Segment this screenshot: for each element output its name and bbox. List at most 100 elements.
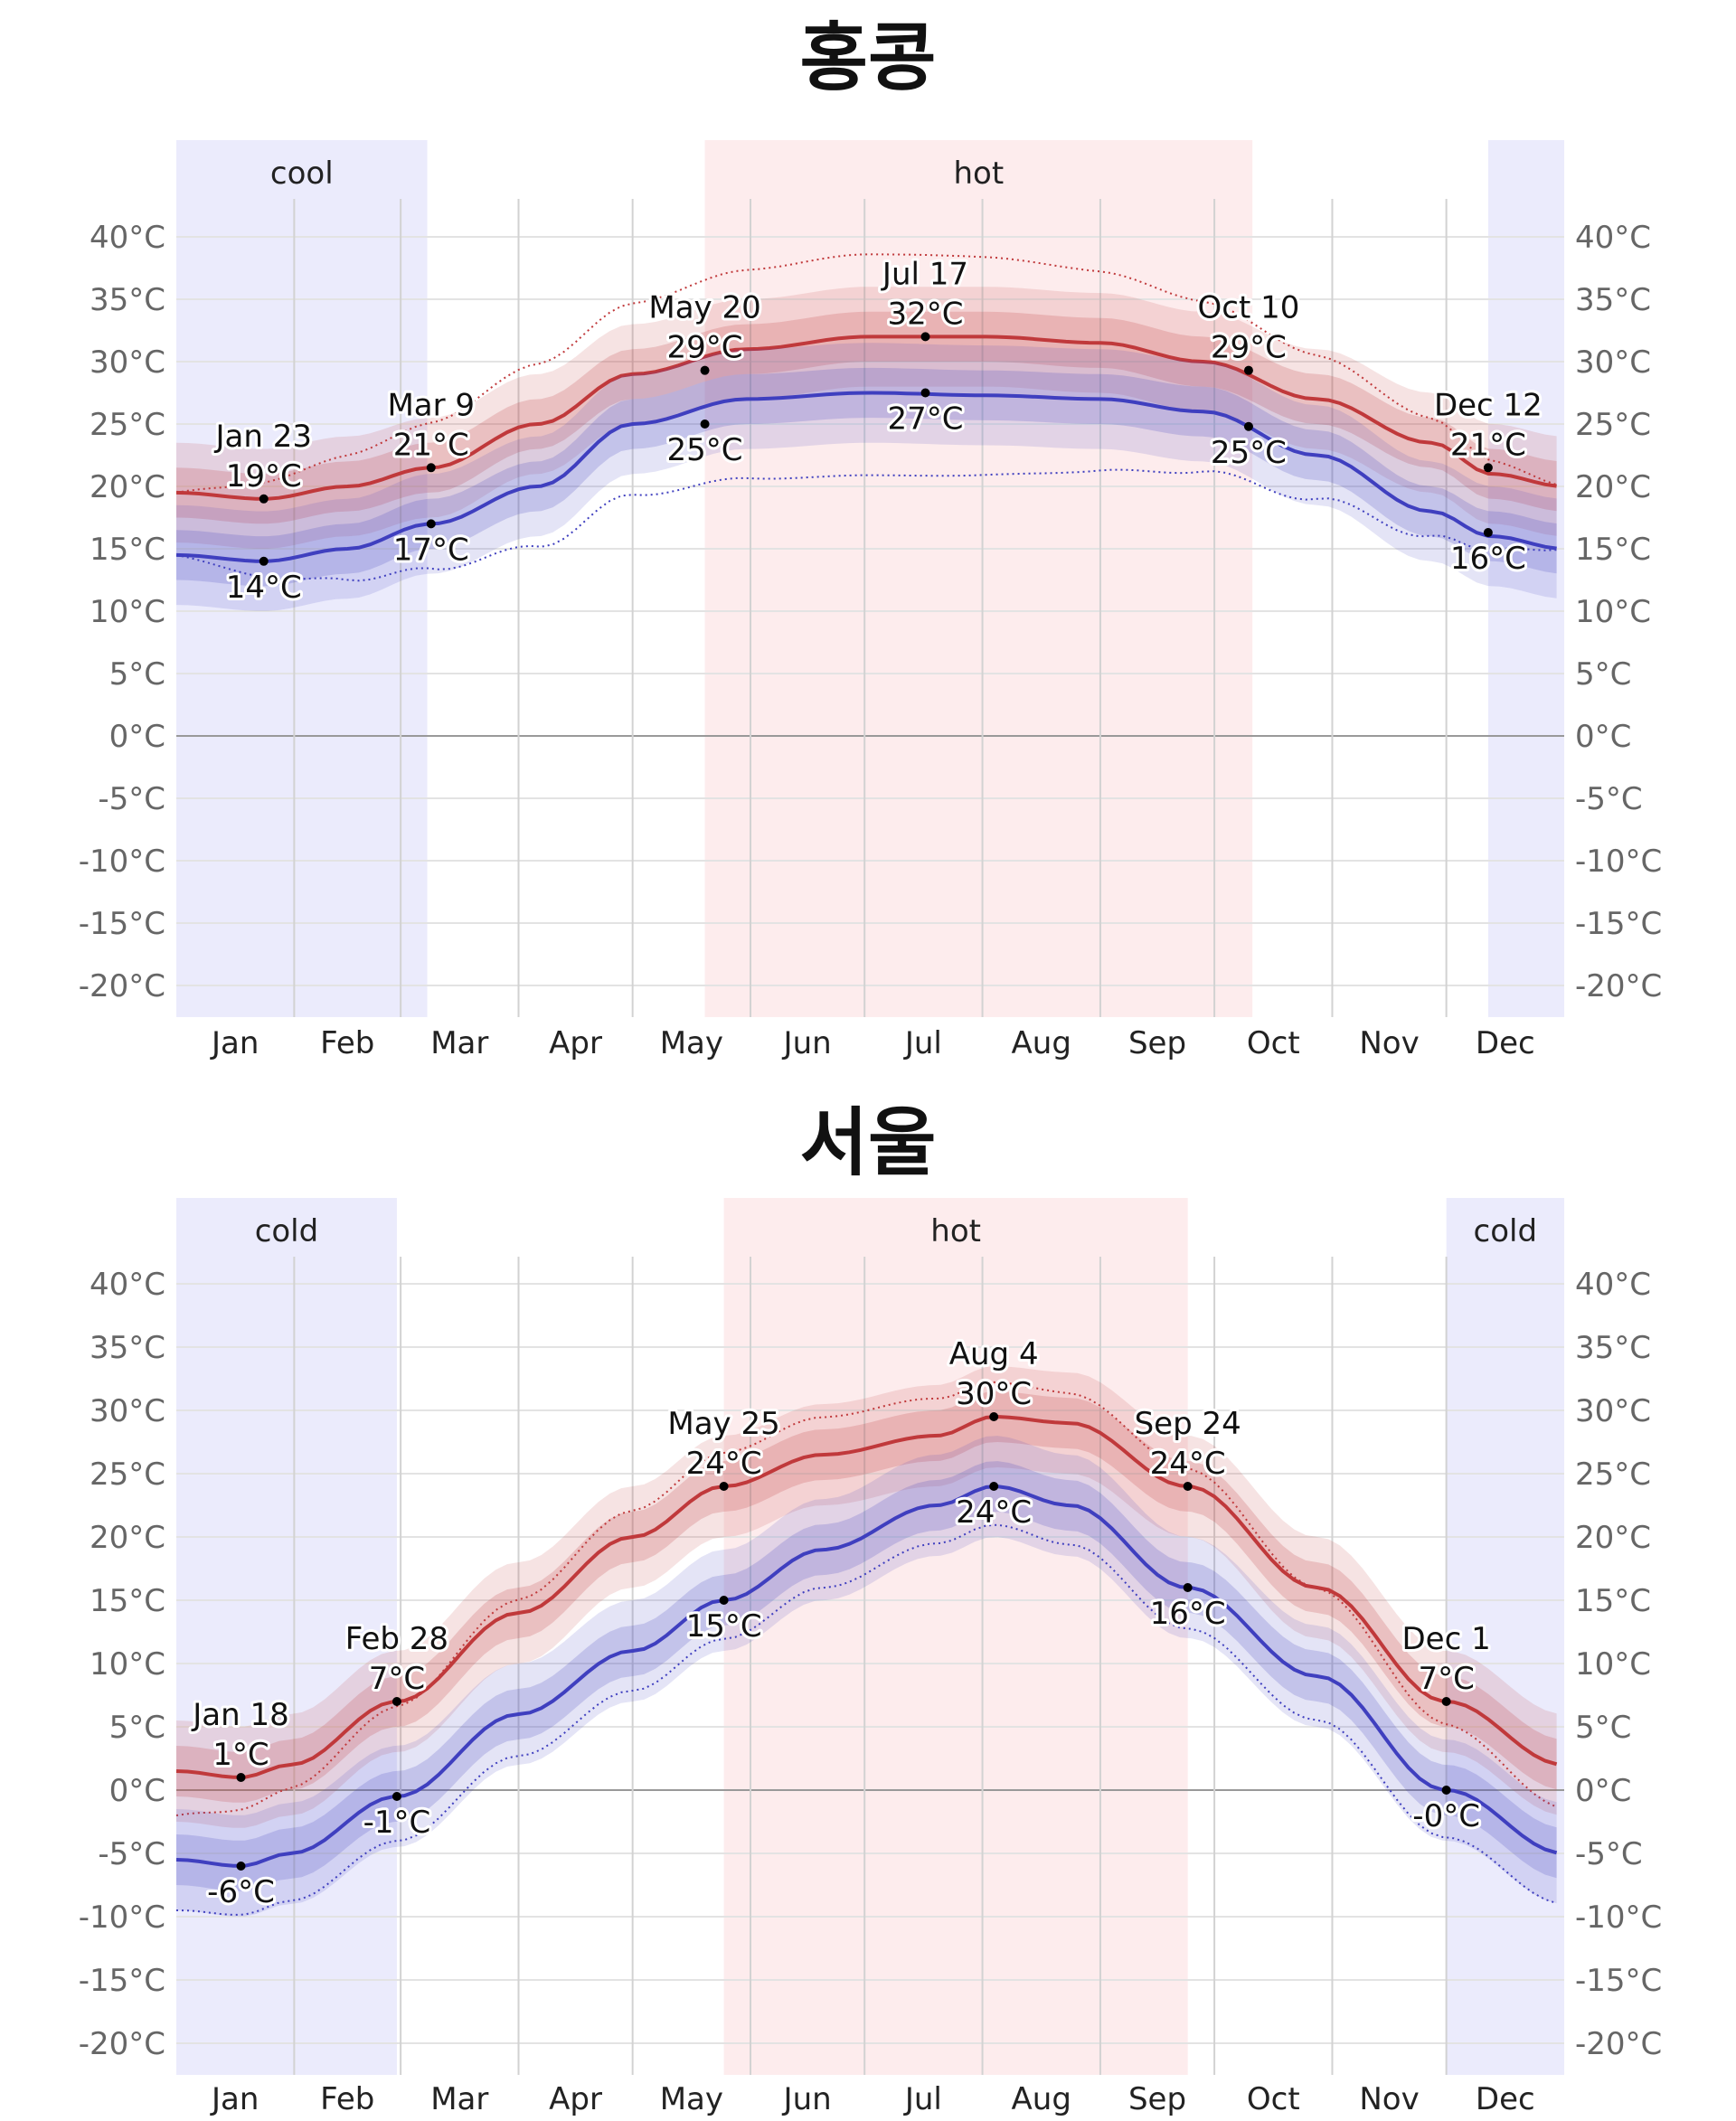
annotation-date: May 25: [667, 1406, 779, 1442]
month-label: Nov: [1359, 2081, 1419, 2117]
chart-0: 홍콩 cool hot 40°C 40°C 35°C 35°C 30°C 30°C 25°C 25°…: [79, 15, 1663, 1061]
y-tick-label-left: 35°C: [90, 282, 165, 318]
y-tick-label-left: 25°C: [90, 407, 165, 443]
y-tick-label-right: -5°C: [1575, 781, 1643, 817]
annotation-value: 15°C: [686, 1608, 762, 1645]
annotation-value: 16°C: [1150, 1596, 1226, 1632]
low-band-outer: [176, 343, 1557, 611]
annotation-point: [989, 1482, 999, 1491]
annotation-value: 21°C: [1450, 427, 1526, 463]
annotation-point: [1183, 1583, 1193, 1592]
annotation-value: 14°C: [226, 570, 302, 606]
y-tick-label-left: 20°C: [90, 1520, 165, 1556]
annotation-value: 25°C: [1211, 435, 1287, 471]
y-tick-label-left: -15°C: [79, 1963, 165, 1999]
annotation-date: Dec 12: [1434, 387, 1543, 423]
y-tick-label-right: 15°C: [1575, 532, 1651, 568]
low-band-outer: [176, 1436, 1557, 1917]
season-band: [1487, 140, 1564, 1017]
annotation-date: Jan 18: [191, 1697, 288, 1733]
annotation-date: May 20: [648, 290, 760, 326]
annotation-value: 24°C: [1150, 1446, 1226, 1482]
annotation-point: [700, 365, 710, 375]
y-tick-label-left: 20°C: [90, 469, 165, 505]
annotation-value: 1°C: [212, 1737, 269, 1773]
chart-title: 홍콩: [800, 15, 937, 101]
high-band-outer: [176, 287, 1557, 549]
month-label: Jul: [903, 2081, 942, 2117]
annotation-date: Mar 9: [387, 387, 475, 423]
annotation-point: [1483, 463, 1493, 473]
month-label: Oct: [1247, 2081, 1300, 2117]
month-label: Oct: [1247, 1025, 1300, 1061]
annotation-value: 24°C: [686, 1446, 762, 1482]
y-tick-label-right: 25°C: [1575, 1456, 1651, 1493]
month-label: Dec: [1476, 2081, 1535, 2117]
annotation-value: 30°C: [956, 1376, 1032, 1412]
high-mean-line: [175, 1414, 1558, 1779]
season-band: [176, 140, 428, 1017]
annotation-value: 7°C: [369, 1661, 425, 1697]
y-tick-label-right: -15°C: [1575, 1963, 1662, 1999]
annotation-value: 25°C: [667, 432, 743, 468]
y-tick-label-left: 5°C: [109, 1710, 165, 1746]
annotation-value: 17°C: [393, 532, 469, 568]
y-tick-label-right: 5°C: [1575, 1710, 1631, 1746]
y-tick-label-left: 40°C: [90, 220, 165, 256]
y-tick-label-left: -15°C: [79, 906, 165, 942]
month-label: Jan: [210, 2081, 259, 2117]
season-label: cold: [1474, 1213, 1538, 1249]
high-band-inner: [176, 311, 1557, 524]
annotation-point: [989, 1412, 999, 1421]
y-tick-label-right: 5°C: [1575, 656, 1631, 693]
annotation-point: [236, 1773, 246, 1782]
month-label: Jun: [782, 1025, 832, 1061]
annotation-value: 24°C: [956, 1494, 1032, 1531]
y-tick-label-right: 0°C: [1575, 719, 1631, 755]
annotation-value: 32°C: [887, 296, 963, 332]
chart-title: 서울: [800, 1100, 937, 1186]
annotation-point: [236, 1862, 246, 1871]
annotation-point: [426, 463, 436, 473]
month-label: Sep: [1128, 1025, 1186, 1061]
annotation-value: 21°C: [393, 427, 469, 463]
annotation-date: Oct 10: [1198, 290, 1300, 326]
y-tick-label-right: 10°C: [1575, 1646, 1651, 1683]
month-label: Aug: [1012, 2081, 1071, 2117]
annotation-point: [1441, 1786, 1451, 1795]
annotation-date: Dec 1: [1402, 1621, 1491, 1657]
annotation-value: 29°C: [1211, 330, 1287, 366]
season-label: cold: [255, 1213, 319, 1249]
y-tick-label-left: -20°C: [79, 968, 165, 1004]
y-tick-label-left: 30°C: [90, 1393, 165, 1429]
season-band: [1446, 1198, 1564, 2075]
month-label: Mar: [430, 2081, 488, 2117]
annotation-value: 27°C: [887, 401, 963, 438]
annotation-value: 19°C: [226, 458, 302, 495]
y-tick-label-right: 10°C: [1575, 594, 1651, 630]
y-tick-label-left: -5°C: [98, 1836, 165, 1872]
y-tick-label-left: 25°C: [90, 1456, 165, 1493]
y-tick-label-right: -15°C: [1575, 906, 1662, 942]
y-tick-label-right: -20°C: [1575, 2026, 1662, 2062]
y-tick-label-right: 35°C: [1575, 282, 1651, 318]
annotation-point: [426, 519, 436, 529]
annotation-point: [700, 419, 710, 429]
y-tick-label-right: -10°C: [1575, 844, 1662, 880]
y-tick-label-right: 30°C: [1575, 344, 1651, 381]
chart-1: 서울 cold hot cold 40°C 40°C 35°C 35°C 30°C 30°C 25°…: [79, 1100, 1663, 2117]
month-label: May: [660, 1025, 723, 1061]
annotation-point: [1183, 1482, 1193, 1491]
annotation-point: [1243, 421, 1253, 431]
season-label: hot: [930, 1213, 981, 1249]
annotation-point: [1483, 528, 1493, 538]
annotation-value: 16°C: [1450, 541, 1526, 577]
y-tick-label-left: 15°C: [90, 532, 165, 568]
y-tick-label-right: -10°C: [1575, 1899, 1662, 1936]
y-tick-label-left: -10°C: [79, 1899, 165, 1936]
y-tick-label-left: 35°C: [90, 1330, 165, 1366]
y-tick-label-left: 0°C: [109, 719, 165, 755]
y-tick-label-right: 25°C: [1575, 407, 1651, 443]
season-band: [176, 1198, 397, 2075]
y-tick-label-right: 15°C: [1575, 1583, 1651, 1619]
